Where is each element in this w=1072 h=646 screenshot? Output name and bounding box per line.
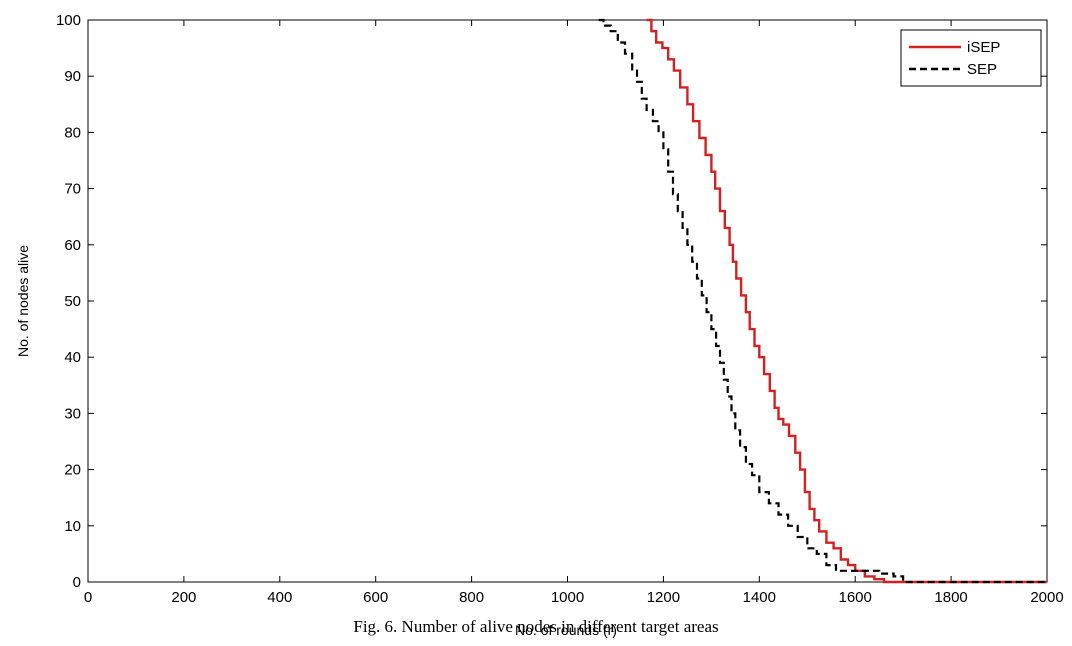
legend: iSEP SEP bbox=[900, 29, 1042, 87]
x-tick-label: 200 bbox=[171, 589, 196, 606]
x-tick-label: 2000 bbox=[1030, 589, 1063, 606]
y-tick-label: 100 bbox=[56, 12, 81, 29]
legend-label-isep: iSEP bbox=[967, 39, 1000, 56]
y-tick-label: 0 bbox=[73, 574, 81, 591]
y-tick-label: 40 bbox=[64, 349, 81, 366]
y-tick-label: 60 bbox=[64, 237, 81, 254]
legend-box bbox=[900, 29, 1042, 87]
y-tick-label: 90 bbox=[64, 68, 81, 85]
x-tick-label: 600 bbox=[363, 589, 388, 606]
x-tick-label: 1400 bbox=[743, 589, 776, 606]
x-tick-label: 800 bbox=[459, 589, 484, 606]
y-tick-label: 10 bbox=[64, 518, 81, 535]
y-tick-label: 20 bbox=[64, 462, 81, 479]
y-tick-label: 70 bbox=[64, 181, 81, 198]
y-tick-label: 30 bbox=[64, 405, 81, 422]
x-axis-title: No. of rounds (r) bbox=[515, 622, 617, 638]
y-tick-label: 80 bbox=[64, 124, 81, 141]
x-tick-label: 1800 bbox=[934, 589, 967, 606]
x-tick-label: 1200 bbox=[647, 589, 680, 606]
plot-area bbox=[87, 19, 1048, 583]
x-tick-label: 1600 bbox=[839, 589, 872, 606]
series-line-isep bbox=[646, 18, 1047, 584]
legend-label-sep: SEP bbox=[967, 61, 997, 78]
x-tick-label: 400 bbox=[267, 589, 292, 606]
y-tick-label: 50 bbox=[64, 293, 81, 310]
y-axis-title: No. of nodes alive bbox=[15, 245, 31, 357]
x-tick-label: 1000 bbox=[551, 589, 584, 606]
series-line-sep bbox=[598, 18, 1047, 584]
x-tick-label: 0 bbox=[84, 589, 92, 606]
figure-caption: Fig. 6. Number of alive nodes in differe… bbox=[353, 617, 719, 636]
